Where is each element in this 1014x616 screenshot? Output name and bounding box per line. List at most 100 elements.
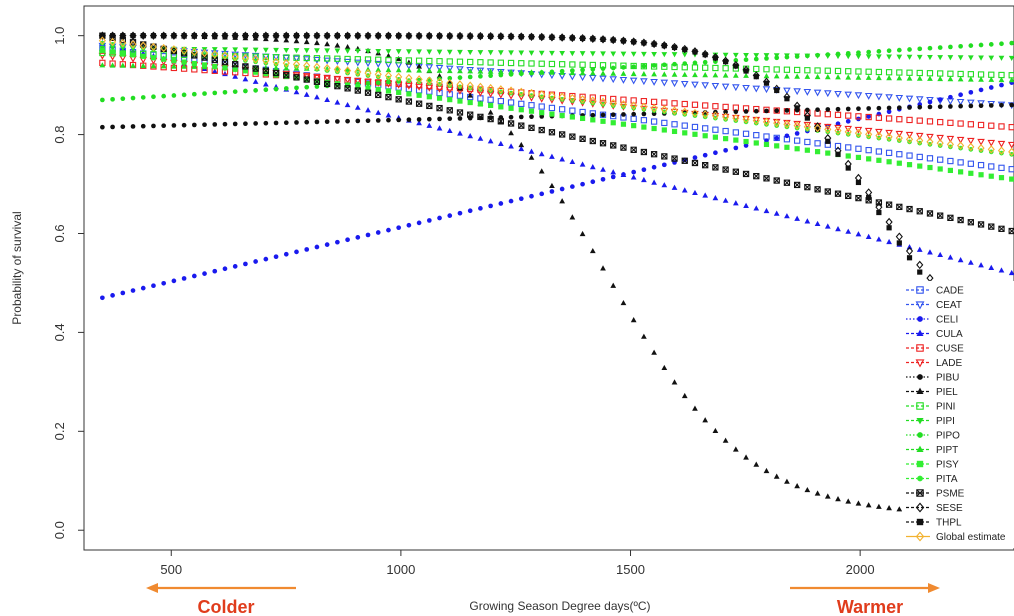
legend-label: PIPI [936,416,955,427]
data-point [385,33,392,39]
data-point [722,166,729,173]
legend-label: Global estimate [936,532,1006,543]
data-point [487,59,494,66]
data-point [558,131,566,138]
data-point [896,151,903,158]
data-point [620,299,627,306]
data-point [813,123,822,133]
data-point [905,95,914,103]
data-point [998,225,1005,232]
data-point [702,192,709,198]
data-point [661,182,668,188]
data-point [763,207,770,214]
data-point [139,41,147,50]
data-point [467,49,474,56]
data-point [201,62,208,68]
data-point [620,96,627,103]
data-point [896,240,902,246]
data-point [671,71,678,77]
data-point [733,63,739,69]
data-point [937,97,943,102]
series-global-estimate [98,36,1014,157]
data-point [589,70,596,76]
data-point [436,89,443,97]
data-point [335,119,340,124]
data-point [171,278,177,284]
legend-item: PIBU [906,373,959,384]
legend-item: PINI [906,402,955,413]
legend-item: PIPI [906,416,955,427]
data-point [252,47,259,53]
data-point [549,50,555,57]
data-point [487,83,495,93]
data-point [569,214,576,220]
data-point [773,107,780,114]
data-point [262,47,269,53]
data-point [722,127,729,135]
data-point [895,133,903,143]
data-point [640,117,648,124]
data-point [161,93,167,99]
legend-label: CEAT [936,300,962,311]
data-point [661,162,667,168]
data-point [436,95,443,101]
data-point [426,116,432,122]
data-point [650,118,658,125]
data-point [630,174,637,180]
data-point [109,46,116,52]
data-point [763,80,770,86]
data-point [864,127,873,135]
data-point [507,120,515,127]
legend-item: Global estimate [906,531,1006,543]
data-point [977,138,985,146]
data-point [344,48,351,54]
data-point [978,87,984,93]
data-point [272,54,280,61]
data-point [885,69,893,76]
data-point [283,120,289,126]
data-point [619,76,628,84]
data-point [467,58,474,66]
data-point [804,218,811,224]
data-point [753,65,760,73]
data-point [701,82,709,90]
data-point [446,49,453,55]
data-point [824,74,831,80]
data-point [835,74,841,80]
data-point [711,111,719,120]
data-point [896,75,903,81]
data-point [967,259,974,265]
series-pibu [100,102,1014,130]
data-point [416,220,422,226]
data-point [232,66,238,72]
data-point [426,94,432,100]
data-point [988,223,995,230]
data-point [222,70,228,77]
data-point [978,55,984,61]
data-point [589,61,596,69]
data-point [395,55,402,62]
data-point [375,86,381,93]
data-point [804,486,811,493]
data-point [692,71,698,78]
data-point [609,98,617,108]
data-point [181,63,187,69]
data-point [445,65,454,73]
data-point [752,85,761,93]
data-point [447,33,453,39]
data-point [415,57,423,64]
data-point [702,110,708,115]
data-point [477,86,484,93]
data-point [610,95,617,103]
data-point [886,109,892,115]
data-point [1008,269,1014,276]
data-point [436,73,443,79]
data-point [263,256,269,262]
data-point [620,70,627,76]
data-point [569,158,576,165]
data-point [835,226,841,232]
data-point [497,118,504,125]
data-point [344,66,351,72]
data-point [763,66,770,73]
legend-item: PIPO [906,431,960,442]
